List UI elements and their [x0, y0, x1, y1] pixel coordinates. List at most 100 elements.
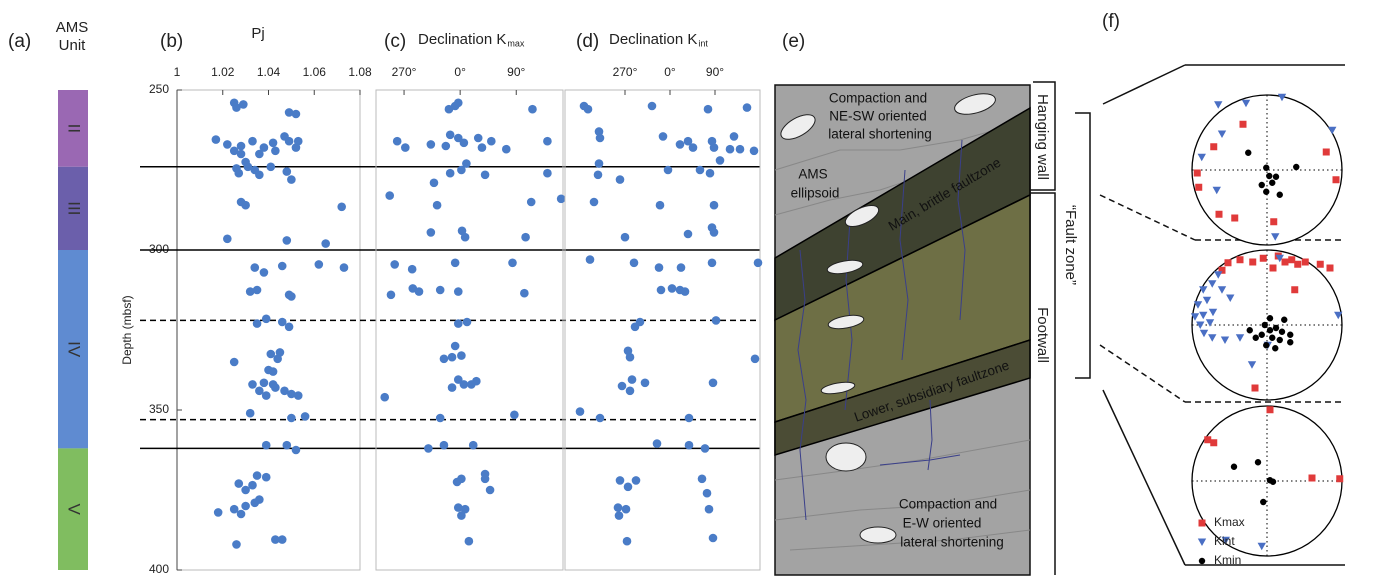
data-point: [436, 414, 445, 423]
data-point: [528, 105, 537, 114]
data-point: [285, 323, 294, 332]
marker-square: [1231, 215, 1238, 222]
y-axis-label: Depth (mbsf): [120, 295, 134, 364]
data-point: [478, 143, 487, 152]
data-point: [234, 169, 243, 178]
marker-square: [1323, 149, 1330, 156]
bracket: [1030, 193, 1055, 575]
data-point: [698, 475, 707, 484]
data-point: [557, 195, 566, 204]
marker-square: [1270, 218, 1277, 225]
data-point: [454, 319, 463, 328]
data-point: [387, 291, 396, 300]
data-point: [510, 411, 519, 420]
data-point: [427, 140, 436, 149]
data-point: [241, 502, 250, 511]
marker-square: [1327, 265, 1334, 272]
panel-label: (f): [1102, 11, 1120, 32]
data-point: [465, 537, 474, 546]
data-point: [424, 444, 433, 453]
data-point: [237, 510, 246, 519]
marker-square: [1204, 436, 1211, 443]
data-point: [648, 102, 657, 111]
panel-title: Declination K: [609, 31, 697, 48]
data-point: [287, 414, 296, 423]
marker-square: [1210, 143, 1217, 150]
side-label: Hanging wall: [1034, 94, 1051, 180]
marker-circle: [1245, 150, 1251, 156]
connector: [1103, 65, 1185, 104]
marker-circle: [1266, 173, 1272, 179]
data-point: [440, 441, 449, 450]
marker-circle: [1279, 329, 1285, 335]
unit-label: V: [65, 504, 84, 516]
legend-label: Kint: [1214, 534, 1235, 548]
data-point: [659, 132, 668, 141]
data-point: [508, 259, 517, 268]
marker-circle: [1293, 164, 1299, 170]
data-point: [269, 139, 278, 148]
data-point: [234, 479, 243, 488]
y-tick-label: 250: [149, 82, 169, 96]
unit-label: II: [65, 124, 84, 133]
data-point: [653, 439, 662, 448]
marker-circle: [1263, 189, 1269, 195]
data-point: [486, 486, 495, 495]
data-point: [446, 131, 455, 140]
data-point: [250, 499, 259, 508]
data-point: [239, 100, 248, 109]
data-point: [246, 409, 255, 418]
data-point: [664, 166, 673, 175]
data-point: [273, 355, 282, 364]
data-point: [237, 150, 246, 159]
data-point: [253, 319, 262, 328]
y-tick-label: 400: [149, 562, 169, 576]
data-point: [705, 505, 714, 514]
data-point: [294, 391, 303, 400]
data-point: [337, 203, 346, 212]
x-tick-label: 90°: [706, 65, 724, 79]
data-point: [703, 489, 712, 498]
data-point: [481, 171, 490, 180]
x-tick-label: 1.08: [348, 65, 372, 79]
ellipsoid: [860, 527, 896, 543]
data-point: [248, 380, 257, 389]
panel-title-subscript: max: [507, 38, 525, 48]
data-point: [616, 175, 625, 184]
marker-circle: [1272, 345, 1278, 351]
data-point: [543, 169, 552, 178]
data-point: [487, 137, 496, 146]
marker-square: [1288, 256, 1295, 263]
data-point: [623, 537, 632, 546]
data-point: [283, 167, 292, 176]
diagram-note: lateral shortening: [900, 535, 1004, 550]
data-point: [712, 316, 721, 325]
data-point: [628, 375, 637, 384]
marker-circle: [1287, 339, 1293, 345]
plot-frame: [565, 90, 760, 570]
data-point: [576, 407, 585, 416]
data-point: [584, 105, 593, 114]
data-point: [624, 483, 633, 492]
marker-circle: [1269, 180, 1275, 186]
data-point: [451, 342, 460, 351]
data-point: [266, 163, 275, 172]
marker-square: [1302, 259, 1309, 266]
data-point: [292, 143, 301, 152]
unit-label: III: [65, 201, 84, 215]
data-point: [255, 150, 264, 159]
marker-circle: [1262, 322, 1268, 328]
data-point: [708, 259, 717, 268]
data-point: [726, 145, 735, 154]
data-point: [212, 135, 221, 144]
data-point: [278, 262, 287, 271]
data-point: [271, 147, 280, 156]
marker-square: [1252, 385, 1259, 392]
figure: (a) AMS Unit (b) Pj (c) Declination K ma…: [0, 0, 1389, 579]
fault-diagram: Compaction and NE-SW oriented lateral sh…: [775, 85, 1030, 575]
marker-square: [1333, 176, 1340, 183]
marker-circle: [1267, 327, 1273, 333]
y-tick-label: 300: [149, 242, 169, 256]
data-point: [262, 473, 271, 482]
marker-circle: [1247, 327, 1253, 333]
